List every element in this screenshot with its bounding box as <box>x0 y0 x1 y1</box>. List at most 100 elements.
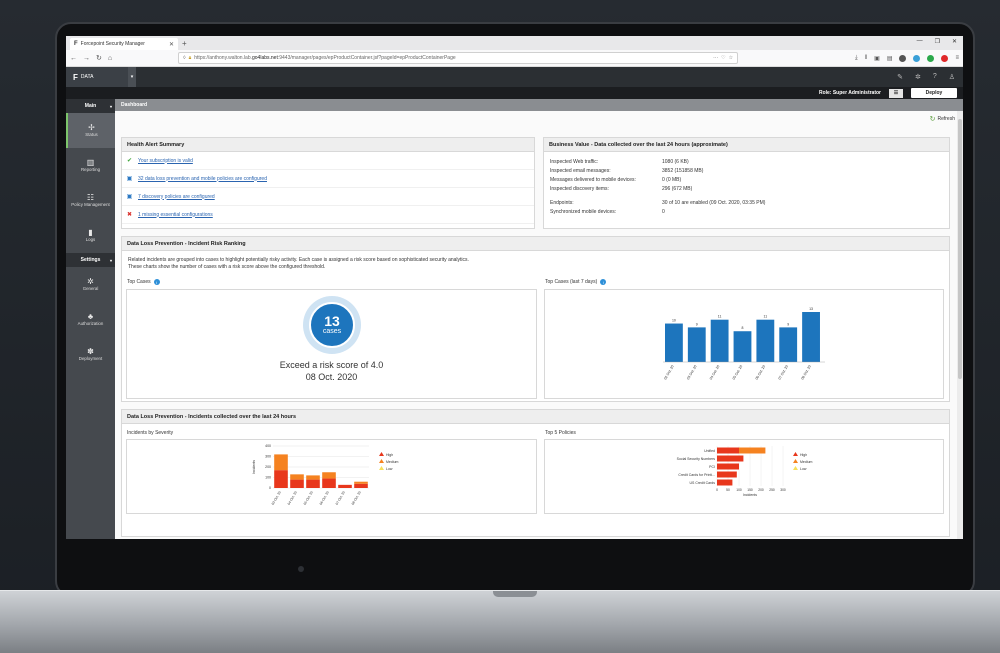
pocket-icon[interactable]: ♡ <box>721 55 726 61</box>
severity-chart: 0 100 200 300 400 Incidents 03 Oct. 20 04 Oct. … <box>252 444 399 506</box>
user-icon[interactable]: ♙ <box>948 74 955 81</box>
help-icon[interactable]: ? <box>932 73 937 80</box>
grid-view-button[interactable]: ☰ <box>889 88 903 98</box>
app-header: F DATA ▾ ✎ ✲ ? ♙ <box>66 67 963 87</box>
category-label: US Credit Cards <box>690 481 716 485</box>
chevron-down-icon[interactable]: ▾ <box>128 67 136 87</box>
sidebar-item-label: Authorization <box>77 320 104 326</box>
chart-bar <box>665 323 683 362</box>
alert-row: ▣ 7 discovery policies are configured <box>122 188 534 206</box>
sidebar-section-settings[interactable]: Settings ▾ <box>66 253 115 267</box>
sidebar-item-label: Logs <box>85 236 96 242</box>
download-icon[interactable]: ⤓ <box>855 54 858 61</box>
panel-title: Data Loss Prevention - Incidents collect… <box>122 410 949 424</box>
business-value-table: Inspected Web traffic: 1080 (6 KB) Inspec… <box>550 159 766 215</box>
extension-blue-icon[interactable] <box>913 54 921 62</box>
y-tick-label: 300 <box>265 455 271 459</box>
back-icon[interactable]: ← <box>70 54 77 62</box>
chart-bar-high <box>717 479 733 486</box>
refresh-button[interactable]: ↻ Refresh <box>929 116 955 123</box>
tick-label: 06 Oct. 20 <box>319 490 330 505</box>
tick-label: 07 Oct. 20 <box>335 490 346 505</box>
panel-title: Business Value - Data collected over the… <box>544 138 949 152</box>
severity-label: Incidents by Severity <box>127 430 174 436</box>
info-icon[interactable]: i <box>600 279 607 285</box>
top-cases-7days-box: 10 02 Oct. 20 9 03 Oct. 20 11 04 Oct. 20 8 05 O… <box>544 289 944 399</box>
alert-link[interactable]: 32 data loss prevention and mobile polic… <box>138 175 267 182</box>
chart-bar-high <box>354 483 368 488</box>
y-tick-label: 200 <box>265 465 271 469</box>
chart-bar-medium <box>739 447 766 454</box>
status-icon: ✢ <box>88 122 95 132</box>
data-label: 11 <box>718 315 722 319</box>
legend-label: High <box>800 453 807 457</box>
home-icon[interactable]: ⌂ <box>107 54 113 62</box>
sidebar-item-label: Deployment <box>78 355 103 361</box>
category-label: PCI <box>709 465 715 469</box>
chart-bar <box>779 327 798 362</box>
deploy-button[interactable]: Deploy <box>911 88 957 98</box>
y-tick-label: 400 <box>265 444 271 448</box>
module-switcher[interactable]: F DATA <box>66 67 128 87</box>
close-tab-icon[interactable]: ✕ <box>168 41 174 48</box>
gear-icon: ✲ <box>87 276 94 286</box>
chart-bar-high <box>306 479 320 488</box>
shield-icon: ◊ <box>183 55 186 61</box>
policies-label: Top 5 Policies <box>545 430 576 436</box>
cases-word: cases <box>322 328 342 335</box>
sidebar-toggle-icon[interactable]: ▣ <box>874 55 880 62</box>
error-icon: ✖ <box>126 212 133 218</box>
extension-icon[interactable] <box>899 54 907 62</box>
sidebar-item-logs[interactable]: ▮ Logs <box>66 218 115 253</box>
extension-green-icon[interactable] <box>927 54 935 62</box>
tick-label: 06 Oct. 20 <box>755 364 767 380</box>
sidebar-section-main[interactable]: Main ▾ <box>66 99 115 113</box>
chart-bar <box>687 327 706 362</box>
library-icon[interactable]: ‖ <box>864 55 868 61</box>
alert-link[interactable]: 7 discovery policies are configured <box>138 193 215 200</box>
x-tick-label: 50 <box>726 488 730 492</box>
cases-circle[interactable]: 13 cases <box>303 296 361 354</box>
info-icon: ▣ <box>126 176 133 182</box>
address-bar[interactable]: ◊ 🔒︎ https://anthony.walton.lab.go4labs.… <box>178 52 739 64</box>
info-icon[interactable]: i <box>153 279 160 285</box>
forward-icon[interactable]: → <box>83 54 90 62</box>
gear-icon[interactable]: ✲ <box>914 74 921 81</box>
chart-bar-high <box>290 479 304 488</box>
alert-row: ▣ 32 data loss prevention and mobile pol… <box>122 170 534 188</box>
risk-date-text: 08 Oct. 2020 <box>305 372 358 382</box>
data-label: 13 <box>809 307 813 311</box>
scrollbar[interactable] <box>957 111 963 539</box>
minimize-button[interactable]: — <box>916 38 923 44</box>
top-cases-label: Top Cases i <box>127 279 160 285</box>
sidebar-item-status[interactable]: ✢ Status <box>66 113 115 148</box>
bookmark-star-icon[interactable]: ☆ <box>728 55 734 61</box>
extension-red-icon[interactable] <box>941 54 949 62</box>
reload-icon[interactable]: ↻ <box>96 55 102 62</box>
tools-icon[interactable]: ✎ <box>897 74 903 81</box>
legend-label: Low <box>800 467 807 471</box>
reader-icon[interactable]: ▤ <box>886 55 893 62</box>
breadcrumb: Dashboard <box>115 99 963 111</box>
sidebar-item-reporting[interactable]: ▥ Reporting <box>66 148 115 183</box>
menu-icon[interactable]: ≡ <box>955 55 959 61</box>
alert-link[interactable]: Your subscription is valid <box>138 157 193 164</box>
sidebar-item-policy-management[interactable]: ☷ Policy Management <box>66 183 115 218</box>
sidebar-item-deployment[interactable]: ✽ Deployment <box>66 337 115 372</box>
refresh-icon: ↻ <box>929 116 936 123</box>
y-tick-label: 100 <box>265 476 271 480</box>
new-tab-button[interactable]: + <box>182 39 187 48</box>
scrollbar-thumb[interactable] <box>958 119 962 379</box>
browser-tab[interactable]: F Forcepoint Security Manager ✕ <box>70 38 178 50</box>
window-controls: — ❐ ✕ <box>917 38 957 45</box>
alert-link[interactable]: 1 missing essential configurations <box>138 211 213 218</box>
close-window-button[interactable]: ✕ <box>951 39 957 45</box>
tick-label: 08 Oct. 20 <box>351 490 362 505</box>
page-actions-icon[interactable]: ··· <box>713 55 719 61</box>
sidebar-item-authorization[interactable]: ♣ Authorization <box>66 302 115 337</box>
y-tick-label: 0 <box>269 486 271 490</box>
maximize-button[interactable]: ❐ <box>934 39 940 45</box>
chart-bar-medium <box>290 474 304 480</box>
sidebar-item-general[interactable]: ✲ General <box>66 267 115 302</box>
